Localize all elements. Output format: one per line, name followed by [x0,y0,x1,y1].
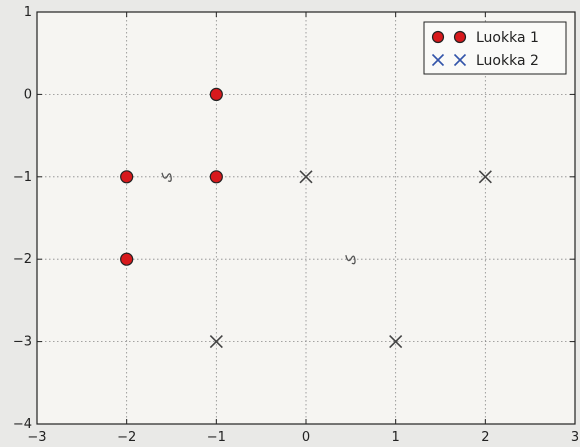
legend-marker-circle [453,30,467,44]
grid-lines [37,12,575,424]
point-circle [209,87,223,102]
x-tick-label: 1 [392,430,400,445]
legend-marker-circle [431,30,445,44]
hand-mark [161,172,172,182]
legend-entry: Luokka 2 [431,53,539,69]
legend-label: Luokka 2 [476,53,539,69]
y-tick-label: 0 [24,87,32,102]
point-circle [120,170,134,184]
legend-marker-x [453,53,467,67]
y-tick-label: −3 [13,335,32,350]
legend-box [423,21,567,75]
x-tick-label: −2 [117,430,136,445]
legend-label: Luokka 1 [476,30,539,46]
point-circle [120,252,134,266]
point-x [389,335,403,349]
point-x [209,335,223,349]
y-tick-label: 1 [24,5,32,20]
data-points [120,87,492,349]
point-x [478,170,492,184]
x-tick-label: 3 [571,430,579,445]
x-tick-label: −1 [207,430,226,445]
legend: Luokka 1 Luokka 2 [423,21,567,75]
y-tick-label: −1 [13,170,32,185]
annotations [161,172,356,265]
y-axis: 1 0 −1 −2 −3 −4 [13,5,575,432]
legend-entry: Luokka 1 [431,30,539,46]
legend-marker-x [431,53,445,67]
x-tick-label: 0 [302,430,310,445]
y-tick-label: −2 [13,252,32,267]
x-tick-label: 2 [481,430,489,445]
x-tick-label: −3 [27,430,46,445]
point-circle [209,170,223,184]
y-tick-label: −4 [13,417,32,432]
x-axis: −3 −2 −1 0 1 2 3 [27,12,579,445]
hand-mark [345,255,356,265]
point-x [299,170,313,184]
